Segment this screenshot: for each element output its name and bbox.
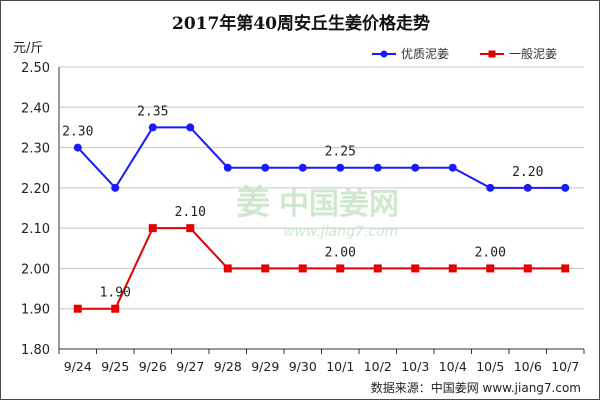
data-point-series-1 (561, 183, 570, 192)
x-tick-label: 9/26 (139, 359, 167, 374)
data-label: 2.35 (137, 104, 168, 119)
data-point-series-2 (373, 264, 382, 273)
data-label: 2.20 (512, 165, 543, 180)
y-tick-label: 2.10 (21, 222, 50, 237)
data-point-series-2 (261, 264, 270, 273)
data-point-series-2 (298, 264, 307, 273)
data-point-series-1 (486, 183, 495, 192)
watermark-brand: 中国姜网 (279, 187, 399, 222)
series-line-2 (77, 227, 566, 310)
x-tick-label: 10/2 (364, 359, 392, 374)
legend-line-square-icon (480, 50, 504, 57)
data-point-series-2 (223, 264, 232, 273)
data-source-label: 数据来源：中国姜网 www.jiang7.com (370, 381, 581, 395)
y-axis-unit-label: 元/斤 (13, 41, 44, 56)
y-tick-label: 2.30 (21, 142, 50, 157)
data-point-series-2 (186, 224, 195, 233)
x-tick-label: 9/25 (101, 359, 129, 374)
x-tick-label: 10/5 (476, 359, 504, 374)
y-tick-label: 1.90 (21, 303, 50, 318)
x-tick-label: 10/6 (514, 359, 542, 374)
series-line-1 (77, 126, 566, 190)
x-tick-label: 10/3 (401, 359, 429, 374)
data-point-series-2 (336, 264, 345, 273)
data-point-series-1 (373, 163, 382, 172)
legend-item-series-2: 一般泥姜 (479, 45, 557, 62)
watermark-glyph: 姜 (236, 183, 270, 223)
chart-title: 2017年第40周安丘生姜价格走势 (172, 14, 430, 34)
data-label: 2.00 (325, 245, 356, 260)
data-point-series-2 (148, 224, 157, 233)
data-label: 2.10 (175, 205, 206, 220)
y-tick-label: 2.40 (21, 101, 50, 116)
x-tick-label: 9/29 (251, 359, 279, 374)
data-point-series-1 (223, 163, 232, 172)
data-point-series-1 (111, 183, 120, 192)
x-tick-label: 10/4 (439, 359, 467, 374)
data-point-series-1 (148, 123, 157, 132)
data-point-series-1 (73, 143, 82, 152)
data-label: 1.90 (100, 286, 131, 301)
x-tick-label: 10/7 (551, 359, 579, 374)
y-tick-label: 1.80 (21, 343, 50, 358)
data-point-series-1 (261, 163, 270, 172)
y-tick-label: 2.00 (21, 262, 50, 277)
y-tick-label: 2.50 (21, 61, 50, 76)
x-tick-label: 9/28 (214, 359, 242, 374)
data-point-series-2 (411, 264, 420, 273)
data-point-series-1 (298, 163, 307, 172)
data-point-series-2 (486, 264, 495, 273)
legend-item-series-1: 优质泥姜 (371, 45, 449, 62)
x-tick-label: 10/1 (326, 359, 354, 374)
data-label: 2.00 (475, 245, 506, 260)
y-tick-label: 2.20 (21, 182, 50, 197)
legend-label-series-2: 一般泥姜 (509, 47, 558, 61)
legend-label-series-1: 优质泥姜 (401, 47, 450, 61)
data-label: 2.25 (325, 145, 356, 160)
data-point-series-1 (336, 163, 345, 172)
data-point-series-2 (73, 304, 82, 313)
data-point-series-1 (411, 163, 420, 172)
watermark-url: www.jiang7.com (283, 224, 398, 240)
data-point-series-2 (111, 304, 120, 313)
x-tick-label: 9/30 (289, 359, 317, 374)
data-point-series-1 (523, 183, 532, 192)
data-point-series-2 (448, 264, 457, 273)
x-tick-label: 9/24 (64, 359, 92, 374)
data-point-series-1 (186, 123, 195, 132)
data-point-series-2 (523, 264, 532, 273)
data-point-series-2 (561, 264, 570, 273)
data-label: 2.30 (62, 125, 93, 140)
legend-line-circle-icon (372, 50, 396, 57)
data-point-series-1 (448, 163, 457, 172)
x-tick-label: 9/27 (176, 359, 204, 374)
